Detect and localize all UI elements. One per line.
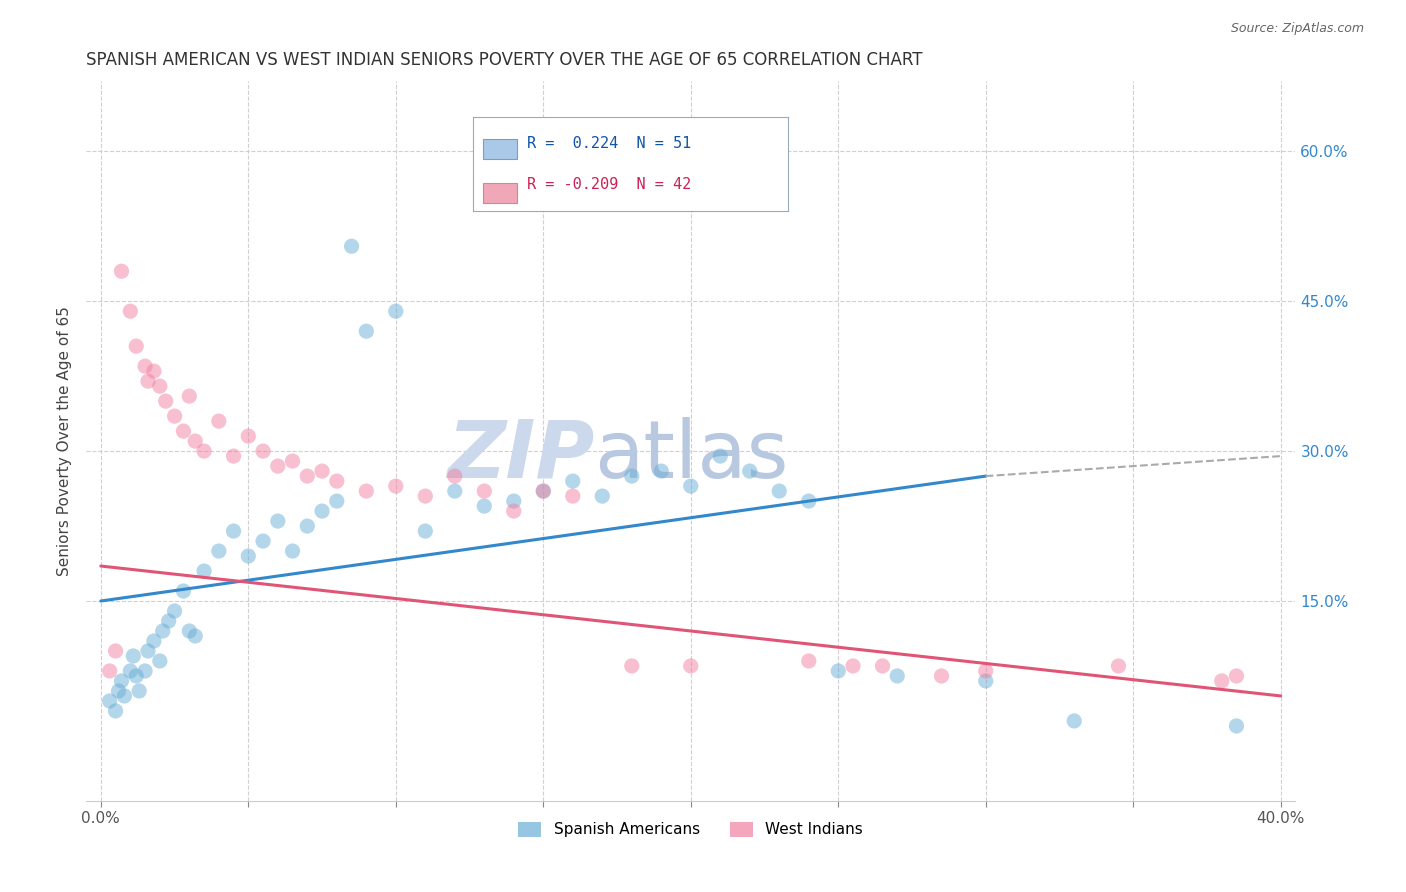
Point: [620, 469, 643, 483]
Point: [650, 464, 672, 478]
Point: [179, 389, 201, 403]
Point: [172, 584, 194, 599]
Point: [112, 689, 135, 703]
Point: [297, 519, 319, 533]
Point: [163, 409, 186, 424]
Point: [155, 394, 177, 409]
Point: [709, 449, 731, 463]
Point: [238, 429, 260, 443]
Point: [842, 659, 865, 673]
Point: [125, 669, 148, 683]
Point: [326, 494, 349, 508]
Text: atlas: atlas: [593, 417, 789, 494]
Point: [413, 489, 436, 503]
Point: [142, 634, 165, 648]
Point: [797, 494, 820, 508]
Point: [1225, 669, 1247, 683]
Point: [385, 304, 408, 318]
Point: [340, 239, 363, 253]
Point: [238, 549, 260, 563]
Point: [679, 479, 702, 493]
Point: [136, 374, 159, 388]
Point: [591, 489, 613, 503]
Point: [163, 604, 186, 618]
Point: [157, 614, 180, 628]
Point: [122, 648, 145, 663]
Point: [443, 484, 465, 499]
Point: [443, 469, 465, 483]
Point: [827, 664, 849, 678]
Point: [208, 414, 231, 428]
Point: [326, 474, 349, 488]
Text: ZIP: ZIP: [447, 417, 593, 494]
Point: [208, 544, 231, 558]
Point: [561, 474, 583, 488]
Point: [531, 484, 554, 499]
Point: [413, 524, 436, 538]
Point: [134, 664, 156, 678]
Point: [142, 364, 165, 378]
Point: [385, 479, 408, 493]
Point: [356, 324, 378, 338]
Point: [974, 664, 997, 678]
Point: [974, 673, 997, 688]
Point: [120, 664, 142, 678]
Text: SPANISH AMERICAN VS WEST INDIAN SENIORS POVERTY OVER THE AGE OF 65 CORRELATION C: SPANISH AMERICAN VS WEST INDIAN SENIORS …: [86, 51, 922, 69]
Point: [1063, 714, 1085, 728]
Point: [184, 629, 207, 643]
Point: [797, 654, 820, 668]
Point: [120, 304, 142, 318]
Point: [886, 669, 908, 683]
Point: [184, 434, 207, 449]
Point: [502, 494, 524, 508]
Point: [222, 524, 245, 538]
Point: [193, 444, 215, 458]
Point: [297, 469, 319, 483]
Legend: Spanish Americans, West Indians: Spanish Americans, West Indians: [512, 815, 869, 844]
Point: [179, 624, 201, 638]
Point: [172, 424, 194, 438]
Point: [125, 339, 148, 353]
Point: [472, 499, 495, 513]
Point: [222, 449, 245, 463]
Point: [136, 644, 159, 658]
Point: [620, 659, 643, 673]
Y-axis label: Seniors Poverty Over the Age of 65: Seniors Poverty Over the Age of 65: [58, 306, 72, 576]
Point: [193, 564, 215, 578]
Point: [152, 624, 174, 638]
Point: [561, 489, 583, 503]
Point: [1225, 719, 1247, 733]
Point: [768, 484, 790, 499]
Point: [98, 664, 121, 678]
Point: [679, 659, 702, 673]
Point: [110, 264, 132, 278]
Point: [311, 504, 333, 518]
Point: [356, 484, 378, 499]
Point: [110, 673, 132, 688]
Point: [128, 684, 150, 698]
Point: [267, 459, 290, 474]
Point: [531, 484, 554, 499]
Text: Source: ZipAtlas.com: Source: ZipAtlas.com: [1230, 22, 1364, 36]
Point: [98, 694, 121, 708]
Point: [149, 379, 172, 393]
Point: [1108, 659, 1130, 673]
Point: [472, 484, 495, 499]
Point: [502, 504, 524, 518]
Point: [149, 654, 172, 668]
Point: [134, 359, 156, 373]
Point: [104, 644, 127, 658]
Point: [252, 534, 274, 549]
Point: [107, 684, 129, 698]
Point: [252, 444, 274, 458]
Point: [931, 669, 953, 683]
Point: [738, 464, 761, 478]
Point: [281, 544, 304, 558]
Point: [872, 659, 894, 673]
Point: [281, 454, 304, 468]
Point: [267, 514, 290, 528]
Point: [104, 704, 127, 718]
Point: [311, 464, 333, 478]
Point: [1211, 673, 1233, 688]
